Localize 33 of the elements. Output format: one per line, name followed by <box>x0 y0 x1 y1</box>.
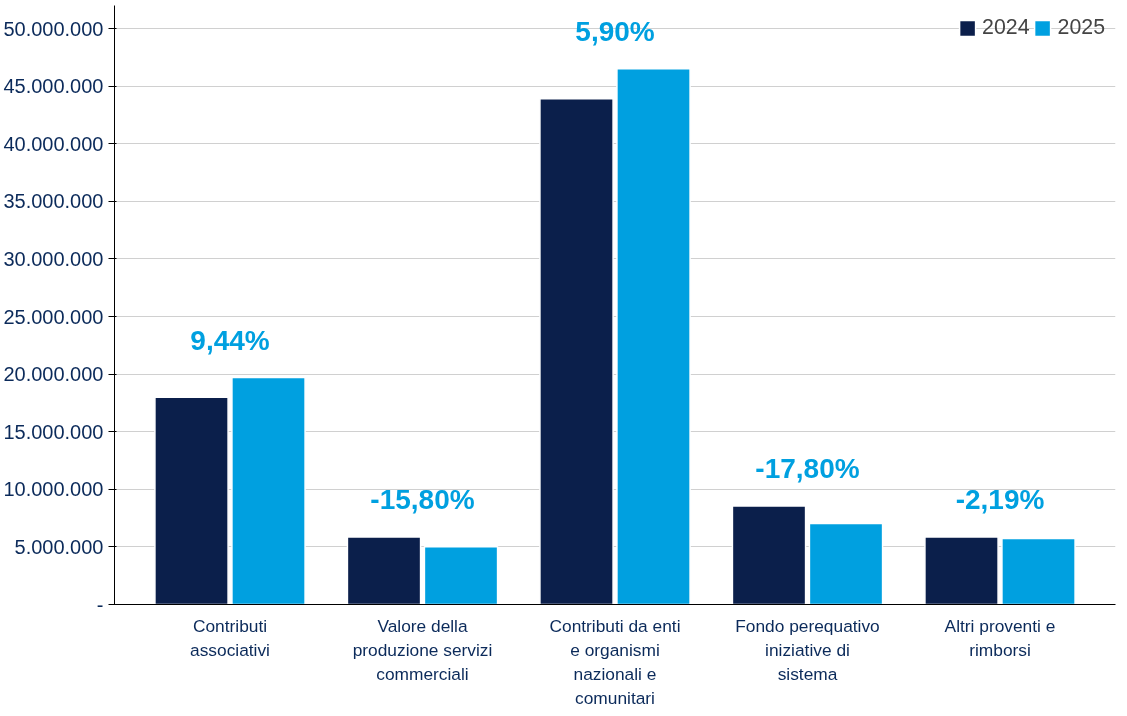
y-tick-label: 50.000.000 <box>3 17 104 40</box>
bar <box>346 536 422 605</box>
y-tick-label: 45.000.000 <box>3 75 104 98</box>
y-tick-label: 40.000.000 <box>3 132 104 155</box>
annotation: -2,19% <box>955 484 1045 516</box>
y-tick-label: 20.000.000 <box>3 363 104 386</box>
annotation: 5,90% <box>575 15 655 47</box>
x-tick-label: Altri proventi e rimborsi <box>944 615 1056 660</box>
bar <box>231 376 306 605</box>
y-tick-label: 10.000.000 <box>3 478 104 501</box>
x-tick-label: Valore della produzione servizi commerciali <box>352 615 493 684</box>
bar <box>154 396 229 605</box>
bar <box>1001 537 1076 605</box>
bar <box>731 505 807 605</box>
bar <box>924 536 999 605</box>
legend-label: 2025 <box>1057 15 1105 40</box>
y-tick-label: 25.000.000 <box>3 305 104 328</box>
annotation: -17,80% <box>755 453 860 485</box>
y-tick-label: 15.000.000 <box>3 420 104 443</box>
x-tick-label: Contributi associativi <box>190 615 270 660</box>
annotation: -15,80% <box>370 484 475 516</box>
y-tick-label: 30.000.000 <box>3 247 104 270</box>
x-tick-label: Fondo perequativo iniziative di sistema <box>735 615 880 684</box>
bar <box>616 68 691 605</box>
bar <box>808 522 884 605</box>
bar <box>423 545 499 605</box>
y-tick-label: - <box>96 593 104 616</box>
legend-label: 2024 <box>982 15 1030 40</box>
y-tick-label: 35.000.000 <box>3 190 104 213</box>
annotation: 9,44% <box>190 324 270 356</box>
y-tick-label: 5.000.000 <box>14 535 104 558</box>
x-tick-label: Contributi da enti e organismi nazionali e comunitari <box>549 615 681 708</box>
bar <box>539 98 614 605</box>
